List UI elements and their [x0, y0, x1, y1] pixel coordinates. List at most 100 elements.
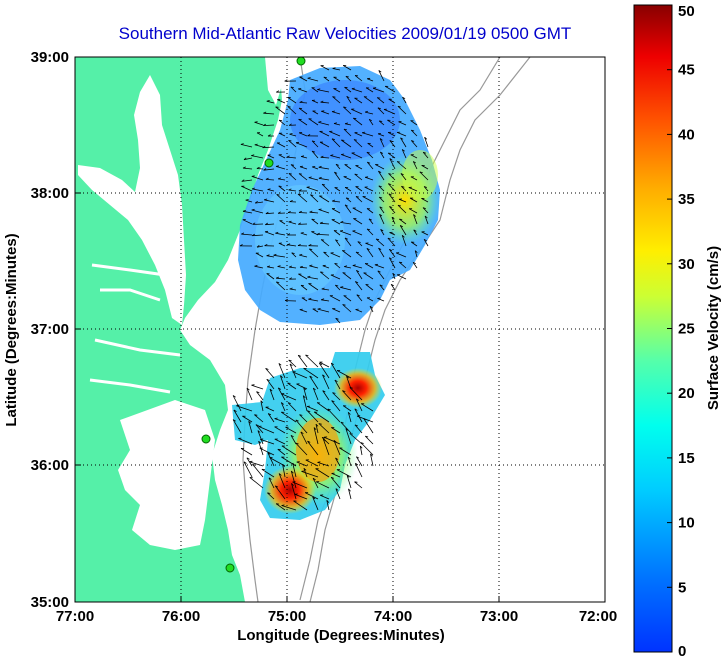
velocity-vector: [274, 485, 286, 500]
velocity-vector-head: [377, 107, 381, 110]
velocity-vector: [243, 461, 253, 478]
velocity-vector: [289, 266, 297, 269]
velocity-vector: [410, 140, 418, 148]
velocity-vector: [360, 403, 374, 412]
velocity-vector-head: [249, 477, 253, 479]
velocity-vector: [355, 309, 363, 313]
delaware-bay: [265, 57, 282, 105]
velocity-vector: [354, 132, 363, 137]
velocity-vector: [285, 426, 297, 434]
velocity-vector-head: [275, 231, 279, 234]
velocity-vector: [419, 171, 429, 181]
velocity-vector-head: [380, 151, 384, 154]
velocity-vector: [364, 186, 374, 192]
velocity-vector-head: [326, 500, 330, 503]
velocity-vector: [309, 211, 319, 214]
velocity-vector: [320, 65, 330, 71]
velocity-vector: [263, 112, 275, 115]
velocity-vector: [241, 185, 253, 192]
velocity-vector-head: [355, 281, 359, 284]
velocity-vector-head: [344, 265, 348, 267]
velocity-vector: [276, 277, 286, 280]
velocity-vector-head: [315, 423, 319, 427]
velocity-vector-head: [299, 308, 303, 310]
velocity-vector-head: [402, 96, 406, 100]
hotspot-north: [334, 368, 382, 408]
velocity-vector: [322, 438, 330, 456]
velocity-vector: [233, 409, 242, 423]
velocity-vector: [343, 128, 352, 137]
velocity-vector: [389, 206, 396, 214]
velocity-vector: [295, 442, 308, 456]
velocity-vector-head: [307, 275, 311, 278]
velocity-vector-head: [268, 477, 272, 480]
velocity-vector-head: [251, 175, 255, 177]
velocity-vector-head: [373, 87, 377, 89]
velocity-vector: [423, 239, 429, 247]
velocity-vector: [387, 132, 396, 137]
velocity-vector: [354, 97, 363, 104]
velocity-vector: [240, 144, 253, 148]
velocity-vector: [242, 415, 253, 423]
velocity-vector-head: [280, 375, 283, 378]
velocity-vector: [379, 284, 385, 291]
velocity-vector: [274, 418, 286, 423]
velocity-vector-head: [299, 100, 303, 103]
velocity-vector: [277, 448, 286, 456]
velocity-vector: [410, 154, 418, 159]
velocity-vector: [316, 402, 330, 412]
velocity-vector: [288, 173, 297, 181]
velocity-vector-head: [335, 457, 339, 460]
velocity-vector-head: [343, 128, 348, 131]
velocity-vector: [268, 477, 275, 489]
velocity-vector-head: [266, 100, 270, 102]
velocity-vector-head: [232, 419, 236, 422]
velocity-vector: [402, 96, 407, 104]
velocity-vector: [276, 142, 286, 148]
velocity-vector: [410, 120, 418, 126]
y-tick-label: 35:00: [31, 594, 69, 611]
velocity-vector-head: [291, 470, 294, 474]
velocity-vector: [287, 97, 297, 104]
velocity-vector-head: [273, 253, 277, 256]
velocity-vector: [343, 295, 352, 302]
velocity-vector-head: [379, 213, 383, 217]
velocity-vector: [260, 439, 275, 445]
velocity-vector: [410, 129, 418, 137]
velocity-vector-head: [299, 253, 303, 256]
velocity-vector: [396, 132, 407, 137]
velocity-vector-head: [321, 287, 325, 290]
velocity-vector: [378, 70, 385, 82]
velocity-vector-head: [379, 120, 383, 122]
velocity-vector-head: [344, 237, 348, 240]
velocity-vector-head: [289, 287, 293, 290]
velocity-vector-head: [303, 387, 307, 391]
velocity-vector-head: [269, 388, 273, 392]
velocity-vector: [398, 198, 407, 203]
velocity-vector-head: [387, 237, 391, 240]
velocity-vector-head: [249, 460, 253, 463]
velocity-vector: [368, 218, 374, 225]
velocity-vector: [299, 254, 308, 258]
velocity-vector-head: [242, 210, 246, 212]
velocity-vector: [266, 273, 275, 280]
velocity-vector: [424, 215, 429, 225]
velocity-vector-head: [330, 362, 334, 365]
velocity-vector: [287, 402, 297, 412]
velocity-vector: [255, 252, 264, 258]
velocity-vector: [311, 87, 319, 93]
velocity-vector-head: [397, 161, 401, 163]
velocity-vector: [301, 471, 319, 478]
velocity-vector-head: [378, 247, 382, 250]
velocity-vector-head: [335, 317, 339, 320]
velocity-vector: [274, 438, 286, 445]
velocity-vector: [332, 392, 341, 401]
station-marker: [201, 434, 211, 444]
mid-speed-zone: [255, 185, 345, 295]
velocity-vector: [330, 252, 341, 258]
velocity-vector-head: [278, 185, 282, 187]
velocity-vector-head: [251, 233, 256, 237]
velocity-vector-head: [397, 204, 402, 207]
velocity-vector: [249, 477, 264, 489]
velocity-vector-head: [356, 398, 359, 401]
